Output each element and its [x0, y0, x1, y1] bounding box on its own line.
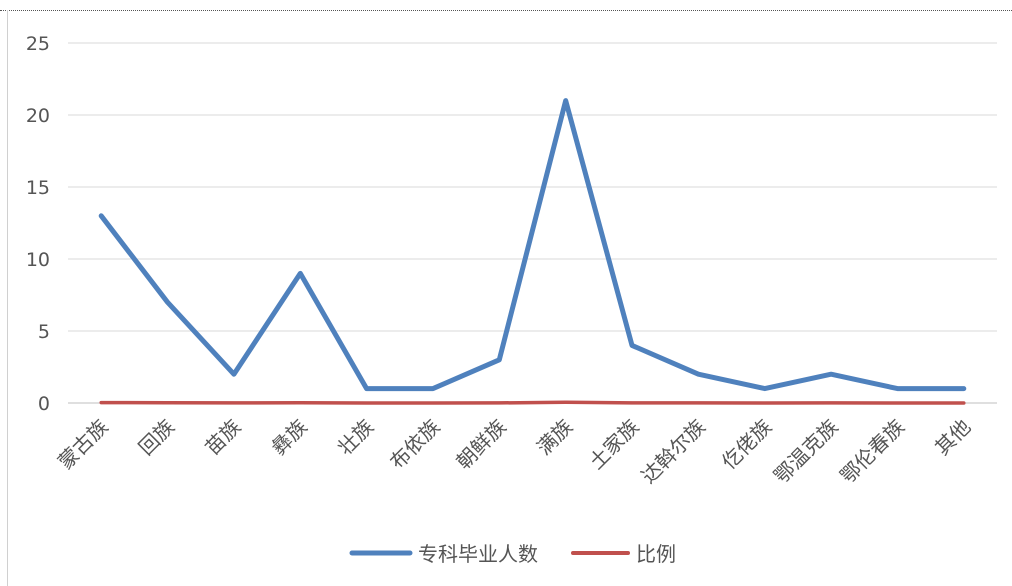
x-category-label: 朝鲜族 — [451, 415, 510, 474]
y-tick-label: 5 — [38, 321, 50, 343]
series-lines — [98, 98, 967, 405]
legend-label: 比例 — [636, 542, 676, 566]
x-category-label: 土家族 — [584, 415, 643, 474]
x-category-label: 彝族 — [267, 415, 312, 460]
series-line-graduates — [98, 98, 967, 392]
y-axis-tick-labels: 0 5 10 15 20 25 — [26, 33, 50, 415]
x-category-label: 鄂伦春族 — [835, 415, 909, 489]
y-tick-label: 10 — [26, 249, 50, 271]
frame-left-border — [7, 10, 8, 586]
x-category-label: 布依族 — [385, 415, 444, 474]
frame-top-border — [0, 10, 1012, 11]
y-tick-label: 0 — [38, 393, 50, 415]
x-category-label: 仡佬族 — [717, 415, 776, 474]
series-line-ratio — [99, 400, 966, 405]
legend-label: 专科毕业人数 — [418, 542, 538, 566]
y-tick-label: 20 — [26, 105, 50, 127]
x-category-label: 达斡尔族 — [636, 415, 710, 489]
x-category-label: 回族 — [134, 415, 179, 460]
x-category-label: 苗族 — [200, 415, 245, 460]
y-tick-label: 25 — [26, 33, 50, 55]
x-category-label: 蒙古族 — [53, 415, 112, 474]
y-tick-label: 15 — [26, 177, 50, 199]
x-category-label: 壮族 — [333, 415, 378, 460]
x-category-label: 鄂温克族 — [769, 415, 843, 489]
legend: 专科毕业人数 比例 — [349, 542, 676, 566]
x-category-label: 满族 — [532, 415, 577, 460]
x-category-label: 其他 — [930, 415, 975, 460]
